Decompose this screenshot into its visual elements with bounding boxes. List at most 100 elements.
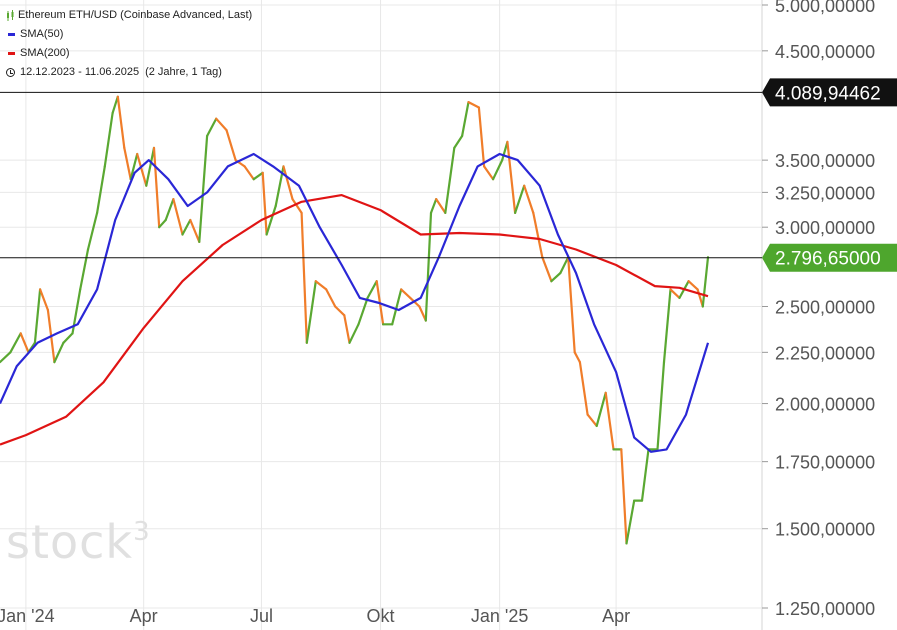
price-segment <box>444 146 456 214</box>
price-segment <box>206 117 218 138</box>
price-segment <box>567 256 576 354</box>
x-tick-label: Apr <box>130 606 158 626</box>
legend-sma50: SMA(50) <box>6 25 252 44</box>
price-segment <box>343 314 351 344</box>
price-segment <box>300 211 308 344</box>
price-segment <box>532 211 544 259</box>
value-label-box <box>762 78 897 107</box>
price-segment <box>483 165 495 181</box>
price-segment <box>19 332 30 354</box>
price-segment <box>506 140 517 214</box>
price-segment <box>152 146 161 229</box>
price-segment <box>348 323 360 344</box>
x-tick-label: Apr <box>602 606 630 626</box>
price-segment <box>391 288 403 326</box>
sma50-series <box>0 152 710 453</box>
y-tick-label: 1.250,00000 <box>775 599 875 619</box>
price-segment <box>492 159 504 181</box>
price-segment <box>453 134 464 149</box>
price-segment <box>325 288 337 308</box>
y-tick-label: 2.000,00000 <box>775 395 875 415</box>
sma200-swatch <box>8 52 15 55</box>
sma200-line <box>0 194 709 446</box>
price-segment <box>215 117 228 132</box>
price-segment <box>513 184 526 214</box>
value-label-text: 2.796,65000 <box>775 249 881 270</box>
price-segment <box>620 448 628 545</box>
price-segment <box>145 146 156 187</box>
y-tick-label: 3.000,00000 <box>775 218 875 238</box>
price-segment <box>123 146 132 181</box>
price-segment <box>116 95 126 149</box>
x-axis: Jan '24 Apr Jul Okt Jan '25 Apr <box>0 606 630 626</box>
price-segment <box>111 95 119 115</box>
grid-lines <box>0 0 763 630</box>
price-segment <box>424 211 433 322</box>
y-axis: 5.000,00000 4.500,00000 3.500,00000 3.250,0… <box>762 0 875 619</box>
price-segment <box>640 448 650 502</box>
price-segment <box>701 256 710 308</box>
price-series <box>0 95 710 545</box>
x-tick-label: Okt <box>367 606 395 626</box>
price-segment <box>305 280 317 344</box>
y-tick-label: 3.250,00000 <box>775 183 875 203</box>
price-segment <box>86 211 99 251</box>
price-segment <box>129 152 139 181</box>
price-segment <box>282 165 294 201</box>
legend-sma200-label: SMA(200) <box>20 47 70 59</box>
reference-lines: 4.089,94462 2.796,65000 <box>0 78 897 272</box>
price-segment <box>578 361 589 416</box>
price-segment <box>38 288 50 312</box>
legend-instrument-label: Ethereum ETH/USD (Coinbase Advanced, Las… <box>18 9 253 21</box>
price-segment <box>158 218 167 229</box>
price-segment <box>541 256 553 283</box>
price-segment <box>523 184 535 214</box>
price-segment <box>418 305 427 322</box>
price-segment <box>9 332 22 354</box>
legend: Ethereum ETH/USD (Coinbase Advanced, Las… <box>6 6 252 82</box>
legend-period-label: 12.12.2023 - 11.06.2025 <box>20 66 140 78</box>
value-label-text: 4.089,94462 <box>775 83 881 104</box>
price-segment <box>625 499 636 545</box>
price-segment <box>103 111 114 168</box>
price-segment <box>181 218 192 236</box>
y-tick-label: 5.000,00000 <box>775 0 875 16</box>
watermark-superscript: 3 <box>133 517 151 547</box>
price-segment <box>172 198 184 236</box>
price-segment <box>334 305 346 317</box>
price-segment <box>595 391 607 427</box>
price-segment <box>586 413 598 427</box>
x-tick-label: Jan '25 <box>471 606 528 626</box>
price-segment <box>435 198 447 214</box>
legend-period: 12.12.2023 - 11.06.2025 (2 Jahre, 1 Tag) <box>6 63 252 82</box>
price-segment <box>265 204 277 236</box>
price-segment <box>687 280 699 291</box>
price-segment <box>261 171 268 236</box>
price-segment <box>400 288 412 299</box>
watermark: stock3 <box>6 515 151 569</box>
price-segment <box>461 100 470 138</box>
price-segment <box>662 288 672 364</box>
y-tick-label: 1.750,00000 <box>775 453 875 473</box>
legend-sma50-label: SMA(50) <box>20 28 64 40</box>
y-tick-label: 4.500,00000 <box>775 42 875 62</box>
price-segment <box>164 198 175 222</box>
legend-sma200: SMA(200) <box>6 44 252 63</box>
price-segment <box>53 341 65 364</box>
sma200-series <box>0 194 709 446</box>
price-segment <box>62 332 74 344</box>
price-segment <box>501 140 509 162</box>
price-segment <box>604 391 615 451</box>
price-segment <box>550 271 562 283</box>
price-segment <box>225 129 237 162</box>
price-segment <box>366 280 378 299</box>
y-tick-label: 1.500,00000 <box>775 520 875 540</box>
price-segment <box>252 171 264 181</box>
y-tick-label: 2.500,00000 <box>775 298 875 318</box>
price-segment <box>429 198 438 214</box>
price-segment <box>669 288 681 299</box>
price-segment <box>559 256 570 275</box>
legend-instrument: Ethereum ETH/USD (Coinbase Advanced, Las… <box>6 6 252 25</box>
price-segment <box>95 165 106 214</box>
